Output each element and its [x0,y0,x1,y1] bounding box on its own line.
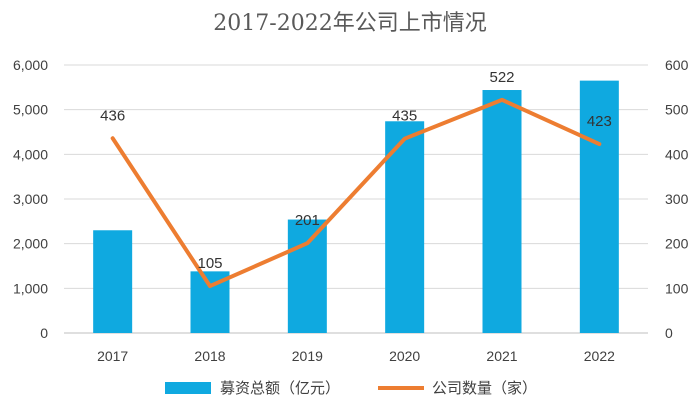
bar [385,121,425,333]
data-label: 435 [392,108,417,125]
x-tick-label: 2019 [292,348,323,364]
data-label: 105 [197,255,222,272]
data-label: 522 [489,69,514,86]
left-tick-label: 5,000 [13,102,48,118]
data-labels: 436 105 201 435 522 423 [100,69,612,272]
x-tick-label: 2020 [389,348,420,364]
legend-line-label: 公司数量（家） [432,379,537,397]
left-tick-label: 3,000 [13,191,48,207]
bar-series [93,80,619,333]
legend-bar-swatch [165,382,211,394]
x-tick-label: 2021 [486,348,517,364]
x-tick-label: 2022 [584,348,615,364]
right-tick-label: 500 [665,102,689,118]
legend: 募资总额（亿元） 公司数量（家） [165,379,537,397]
left-tick-label: 4,000 [13,146,48,162]
bar [482,90,522,333]
right-tick-label: 0 [665,325,673,341]
left-tick-label: 2,000 [13,236,48,252]
bar [93,230,133,333]
chart-title: 2017-2022年公司上市情况 [213,11,486,36]
right-tick-label: 600 [665,57,689,73]
x-axis: 2017 2018 2019 2020 2021 2022 [97,348,615,364]
right-tick-label: 400 [665,146,689,162]
left-axis: 0 1,000 2,000 3,000 4,000 5,000 6,000 [13,57,48,341]
right-tick-label: 200 [665,236,689,252]
line-series [110,97,602,289]
data-label: 423 [587,113,612,130]
left-tick-label: 6,000 [13,57,48,73]
left-tick-label: 0 [40,325,48,341]
line-path [110,97,602,289]
data-label: 201 [295,212,320,229]
legend-bar-label: 募资总额（亿元） [220,379,340,397]
x-tick-label: 2017 [97,348,128,364]
right-tick-label: 100 [665,280,689,296]
right-tick-label: 300 [665,191,689,207]
x-tick-label: 2018 [194,348,225,364]
data-label: 436 [100,107,125,124]
bar [287,219,327,333]
gridlines [64,64,648,334]
right-axis: 0 100 200 300 400 500 600 [665,57,689,341]
bar [579,80,619,333]
left-tick-label: 1,000 [13,280,48,296]
